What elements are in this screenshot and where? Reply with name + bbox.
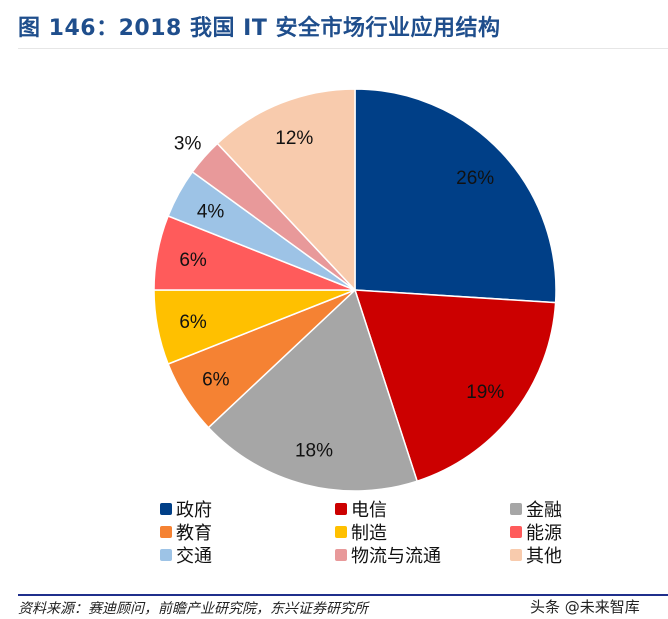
legend-item-5: 能源 [510, 520, 660, 544]
legend-swatch [160, 525, 172, 538]
legend-label: 其他 [526, 545, 562, 567]
data-label-7: 3% [174, 133, 202, 154]
legend-item-2: 金融 [510, 497, 660, 521]
legend-label: 物流与流通 [351, 545, 441, 567]
data-label-2: 18% [295, 441, 333, 462]
legend-swatch [335, 548, 347, 561]
legend-label: 能源 [526, 522, 562, 544]
legend-item-3: 教育 [160, 520, 335, 544]
title-divider [18, 48, 668, 49]
legend-swatch [160, 502, 172, 515]
pie-slice-2 [207, 288, 419, 492]
pie-slice-8 [216, 88, 356, 292]
chart-title: 图 146：2018 我国 IT 安全市场行业应用结构 [18, 16, 501, 41]
data-label-8: 12% [275, 128, 313, 149]
legend-label: 电信 [351, 499, 387, 521]
legend-item-7: 物流与流通 [335, 543, 510, 567]
pie-slice-1 [353, 289, 557, 483]
data-label-6: 4% [197, 202, 225, 223]
legend-swatch [335, 525, 347, 538]
source-note: 资料来源：赛迪顾问，前瞻产业研究院，东兴证券研究所 [18, 601, 368, 617]
data-label-1: 19% [466, 382, 504, 403]
legend-swatch [510, 525, 522, 538]
legend-item-0: 政府 [160, 497, 335, 521]
legend-item-6: 交通 [160, 543, 335, 567]
footer-divider [18, 594, 668, 596]
data-label-3: 6% [202, 369, 230, 390]
legend-swatch [510, 548, 522, 561]
pie-chart: 26% 19% 18% 6% 6% 6% 4% 3% 12% [153, 88, 557, 492]
legend-label: 金融 [526, 499, 562, 521]
legend-swatch [335, 502, 347, 515]
legend-swatch [160, 548, 172, 561]
legend-label: 政府 [176, 499, 212, 521]
legend-label: 制造 [351, 522, 387, 544]
legend-label: 交通 [176, 545, 212, 567]
legend: 政府 电信 金融教育 制造 能源交通 物流与流通 其他 [160, 497, 660, 567]
pie-slice-0 [354, 88, 557, 304]
legend-item-8: 其他 [510, 543, 660, 567]
legend-item-4: 制造 [335, 520, 510, 544]
legend-label: 教育 [176, 522, 212, 544]
data-label-5: 6% [179, 250, 207, 271]
data-label-4: 6% [179, 312, 207, 333]
legend-item-1: 电信 [335, 497, 510, 521]
watermark: 头条 @未来智库 [530, 598, 640, 616]
data-label-0: 26% [456, 168, 494, 189]
legend-swatch [510, 502, 522, 515]
